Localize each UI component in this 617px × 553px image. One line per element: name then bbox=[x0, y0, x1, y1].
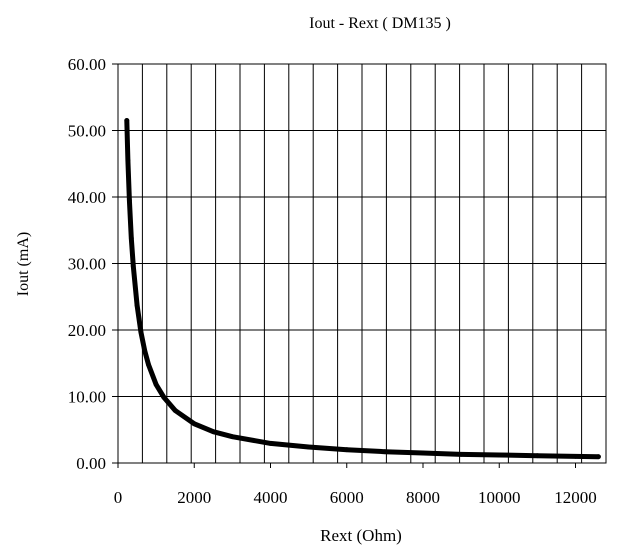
data-point bbox=[382, 449, 388, 455]
x-tick-labels: 0 2000 4000 6000 8000 10000 12000 bbox=[114, 463, 597, 507]
x-tick-label: 12000 bbox=[554, 488, 597, 507]
data-point bbox=[125, 158, 131, 163]
data-point bbox=[128, 235, 134, 241]
chart-title: Iout - Rext ( DM135 ) bbox=[309, 15, 451, 32]
data-point bbox=[161, 394, 167, 400]
y-tick-label: 10.00 bbox=[68, 388, 106, 407]
y-axis-label: Iout (mA) bbox=[15, 232, 32, 296]
data-point bbox=[534, 453, 540, 459]
series-line bbox=[124, 118, 601, 460]
data-point bbox=[573, 453, 578, 459]
data-point bbox=[130, 263, 136, 269]
gridlines bbox=[118, 64, 606, 463]
data-point bbox=[127, 197, 132, 203]
data-point bbox=[191, 421, 197, 427]
data-point bbox=[210, 429, 216, 435]
data-point bbox=[172, 408, 178, 413]
x-tick-label: 2000 bbox=[177, 488, 211, 507]
data-point bbox=[142, 348, 148, 354]
data-point bbox=[153, 382, 159, 387]
x-tick-label: 4000 bbox=[254, 488, 288, 507]
y-tick-label: 50.00 bbox=[68, 122, 106, 141]
data-point bbox=[344, 447, 350, 453]
plot-area-border bbox=[117, 63, 607, 464]
data-point bbox=[134, 302, 140, 308]
data-point bbox=[496, 452, 502, 458]
x-tick-label: 8000 bbox=[406, 488, 440, 507]
data-point bbox=[229, 434, 235, 440]
data-point bbox=[138, 329, 144, 335]
y-tick-label: 60.00 bbox=[68, 55, 106, 74]
series bbox=[124, 118, 601, 460]
y-tick-label: 30.00 bbox=[68, 255, 106, 274]
x-tick-label: 6000 bbox=[330, 488, 364, 507]
data-point bbox=[420, 450, 426, 456]
x-tick-label: 10000 bbox=[478, 488, 521, 507]
x-axis-label: Rext (Ohm) bbox=[320, 526, 402, 545]
data-point bbox=[458, 451, 464, 457]
y-tick-labels: 0.00 10.00 20.00 30.00 40.00 50.00 60.00 bbox=[68, 55, 118, 473]
data-point bbox=[268, 440, 273, 446]
data-point bbox=[146, 362, 151, 367]
x-tick-label: 0 bbox=[114, 488, 123, 507]
y-tick-label: 0.00 bbox=[76, 454, 106, 473]
data-point bbox=[306, 444, 312, 450]
data-point bbox=[124, 118, 130, 123]
data-point bbox=[595, 454, 601, 460]
y-tick-label: 40.00 bbox=[68, 188, 106, 207]
y-tick-label: 20.00 bbox=[68, 321, 106, 340]
